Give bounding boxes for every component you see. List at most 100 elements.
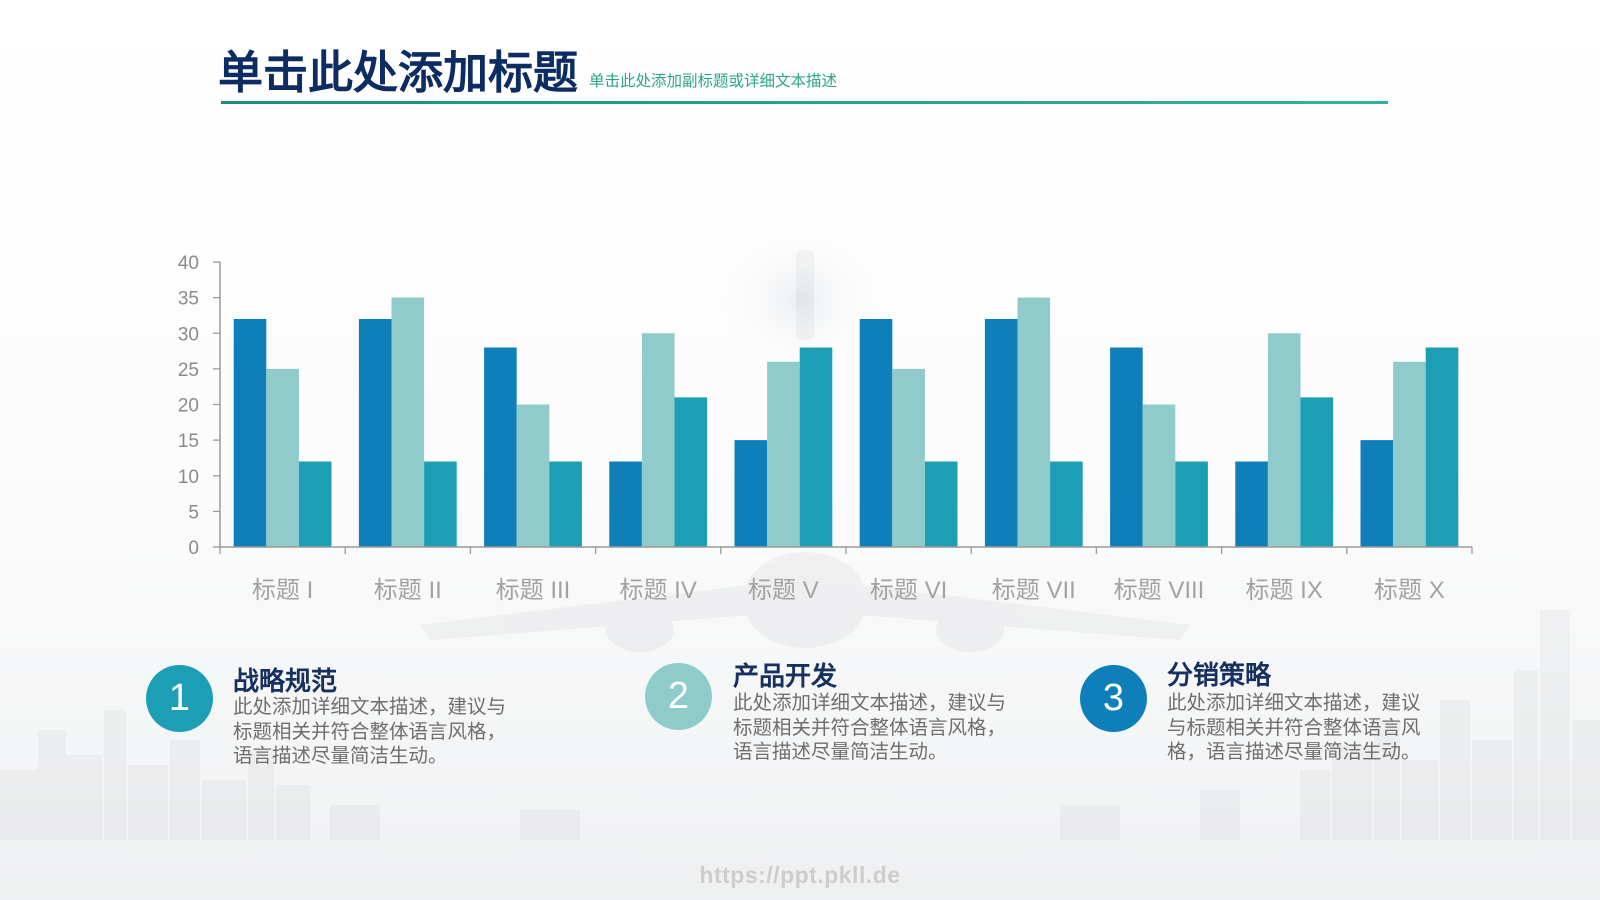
skyline-building bbox=[104, 710, 126, 840]
bar-series-3-category-1 bbox=[298, 461, 332, 547]
skyline-building bbox=[1374, 720, 1400, 840]
bar-series-1-category-9 bbox=[1235, 461, 1268, 547]
x-tick-label: 标题 III bbox=[496, 577, 571, 604]
airplane-fuselage bbox=[743, 552, 867, 648]
bar-series-2-category-3 bbox=[516, 404, 550, 547]
slide-subtitle[interactable]: 单击此处添加副标题或详细文本描述 bbox=[589, 73, 838, 90]
airplane-tail bbox=[796, 250, 814, 340]
skyline-building bbox=[330, 805, 380, 840]
feature-description-line: 格，语言描述尽量简洁生动。 bbox=[1167, 741, 1421, 763]
feature-title-2[interactable]: 产品开发 bbox=[733, 661, 838, 691]
feature-description-line: 与标题相关并符合整体语言风 bbox=[1167, 716, 1421, 739]
bar-series-3-category-6 bbox=[924, 461, 958, 547]
bar-series-2-category-9 bbox=[1267, 333, 1301, 547]
bar-series-2-category-5 bbox=[767, 361, 800, 547]
bar-series-3-category-8 bbox=[1175, 461, 1208, 547]
slide-title[interactable]: 单击此处添加标题 bbox=[218, 47, 579, 98]
bar-series-3-category-2 bbox=[424, 461, 457, 547]
feature-title-1[interactable]: 战略规范 bbox=[233, 666, 338, 696]
skyline-building bbox=[1060, 805, 1120, 840]
watermark-url: https://ppt.pkll.de bbox=[699, 862, 901, 888]
x-tick-label: 标题 X bbox=[1374, 577, 1445, 604]
feature-description-line: 语言描述尽量简洁生动。 bbox=[233, 745, 448, 767]
skyline-building bbox=[1332, 745, 1372, 840]
skyline-building bbox=[128, 765, 168, 840]
skyline-building bbox=[1402, 760, 1438, 840]
feature-description-line: 此处添加详细文本描述，建议与 bbox=[733, 692, 1007, 714]
bar-series-1-category-7 bbox=[984, 319, 1018, 547]
feature-description-2[interactable]: 此处添加详细文本描述，建议与 标题相关并符合整体语言风格， 语言描述尽量简洁生动… bbox=[733, 691, 1006, 765]
bar-series-1-category-6 bbox=[859, 319, 893, 547]
airplane-silhouette bbox=[420, 250, 1190, 652]
bar-series-3-category-3 bbox=[549, 461, 582, 547]
skyline-building bbox=[1572, 720, 1600, 840]
bar-series-3-category-7 bbox=[1050, 461, 1083, 547]
skyline-building bbox=[1540, 610, 1570, 840]
bar-series-1-category-10 bbox=[1360, 440, 1394, 547]
feature-description-line: 此处添加详细文本描述，建议 bbox=[1167, 692, 1421, 714]
skyline-building bbox=[1472, 740, 1512, 840]
y-tick-label: 0 bbox=[188, 538, 199, 559]
bar-series-2-category-1 bbox=[266, 368, 299, 547]
skyline-building bbox=[520, 810, 580, 840]
x-tick-label: 标题 V bbox=[748, 577, 819, 604]
x-tick-label: 标题 I bbox=[252, 577, 313, 604]
y-tick-label: 40 bbox=[178, 253, 199, 274]
feature-description-line: 标题相关并符合整体语言风格， bbox=[733, 716, 1007, 739]
bar-series-1-category-1 bbox=[233, 319, 267, 547]
feature-title-3[interactable]: 分销策略 bbox=[1167, 660, 1272, 690]
y-tick-label: 30 bbox=[178, 324, 199, 345]
y-tick-label: 15 bbox=[178, 431, 199, 452]
title-underline bbox=[221, 101, 1388, 104]
y-tick-label: 25 bbox=[178, 360, 199, 381]
skyline-building bbox=[66, 755, 102, 840]
bar-series-1-category-5 bbox=[734, 440, 768, 547]
skyline-building bbox=[1200, 790, 1240, 840]
skyline-building bbox=[276, 785, 310, 840]
skyline-building bbox=[1514, 670, 1538, 840]
feature-description-line: 语言描述尽量简洁生动。 bbox=[733, 741, 948, 763]
bar-series-1-category-2 bbox=[358, 319, 392, 547]
bar-series-3-category-9 bbox=[1300, 397, 1334, 547]
feature-description-line: 标题相关并符合整体语言风格， bbox=[233, 720, 507, 743]
x-tick-label: 标题 IV bbox=[620, 577, 697, 604]
bar-series-1-category-3 bbox=[484, 347, 517, 547]
bar-series-2-category-10 bbox=[1393, 361, 1426, 547]
x-tick-label: 标题 II bbox=[374, 577, 442, 604]
bar-series-2-category-4 bbox=[641, 333, 675, 547]
skyline-building bbox=[248, 750, 274, 840]
bar-series-2-category-7 bbox=[1017, 297, 1051, 547]
y-tick-label: 5 bbox=[188, 502, 199, 523]
airplane-engine-right bbox=[936, 608, 1004, 652]
background-glow bbox=[710, 220, 890, 380]
feature-description-1[interactable]: 此处添加详细文本描述，建议与 标题相关并符合整体语言风格， 语言描述尽量简洁生动… bbox=[233, 695, 506, 769]
y-tick-label: 35 bbox=[178, 289, 199, 310]
skyline-building bbox=[202, 780, 246, 840]
airplane-engine-left bbox=[606, 608, 674, 652]
bar-series-2-category-2 bbox=[391, 297, 425, 547]
airplane-wings bbox=[420, 580, 1190, 640]
feature-number-circle-1: 1 bbox=[146, 665, 213, 732]
bar-series-1-category-8 bbox=[1110, 347, 1143, 547]
x-tick-label: 标题 VIII bbox=[1114, 577, 1205, 604]
x-tick-label: 标题 VI bbox=[870, 577, 947, 604]
bar-series-3-category-10 bbox=[1425, 347, 1459, 547]
bar-series-3-category-4 bbox=[674, 397, 708, 547]
bar-series-3-category-5 bbox=[799, 347, 833, 547]
city-skyline bbox=[0, 610, 1600, 840]
skyline-building bbox=[170, 740, 200, 840]
feature-description-line: 此处添加详细文本描述，建议与 bbox=[233, 696, 507, 718]
feature-number-circle-3: 3 bbox=[1080, 665, 1147, 732]
skyline-building bbox=[1300, 770, 1330, 840]
y-tick-label: 20 bbox=[178, 396, 199, 417]
x-tick-label: 标题 VII bbox=[992, 577, 1076, 604]
x-tick-label: 标题 IX bbox=[1246, 577, 1323, 604]
feature-description-3[interactable]: 此处添加详细文本描述，建议 与标题相关并符合整体语言风 格，语言描述尽量简洁生动… bbox=[1167, 691, 1421, 765]
feature-number-circle-2: 2 bbox=[645, 663, 712, 730]
skyline-building bbox=[0, 770, 40, 840]
bar-series-2-category-6 bbox=[892, 368, 925, 547]
y-tick-label: 10 bbox=[178, 467, 199, 488]
bar-series-1-category-4 bbox=[609, 461, 642, 547]
